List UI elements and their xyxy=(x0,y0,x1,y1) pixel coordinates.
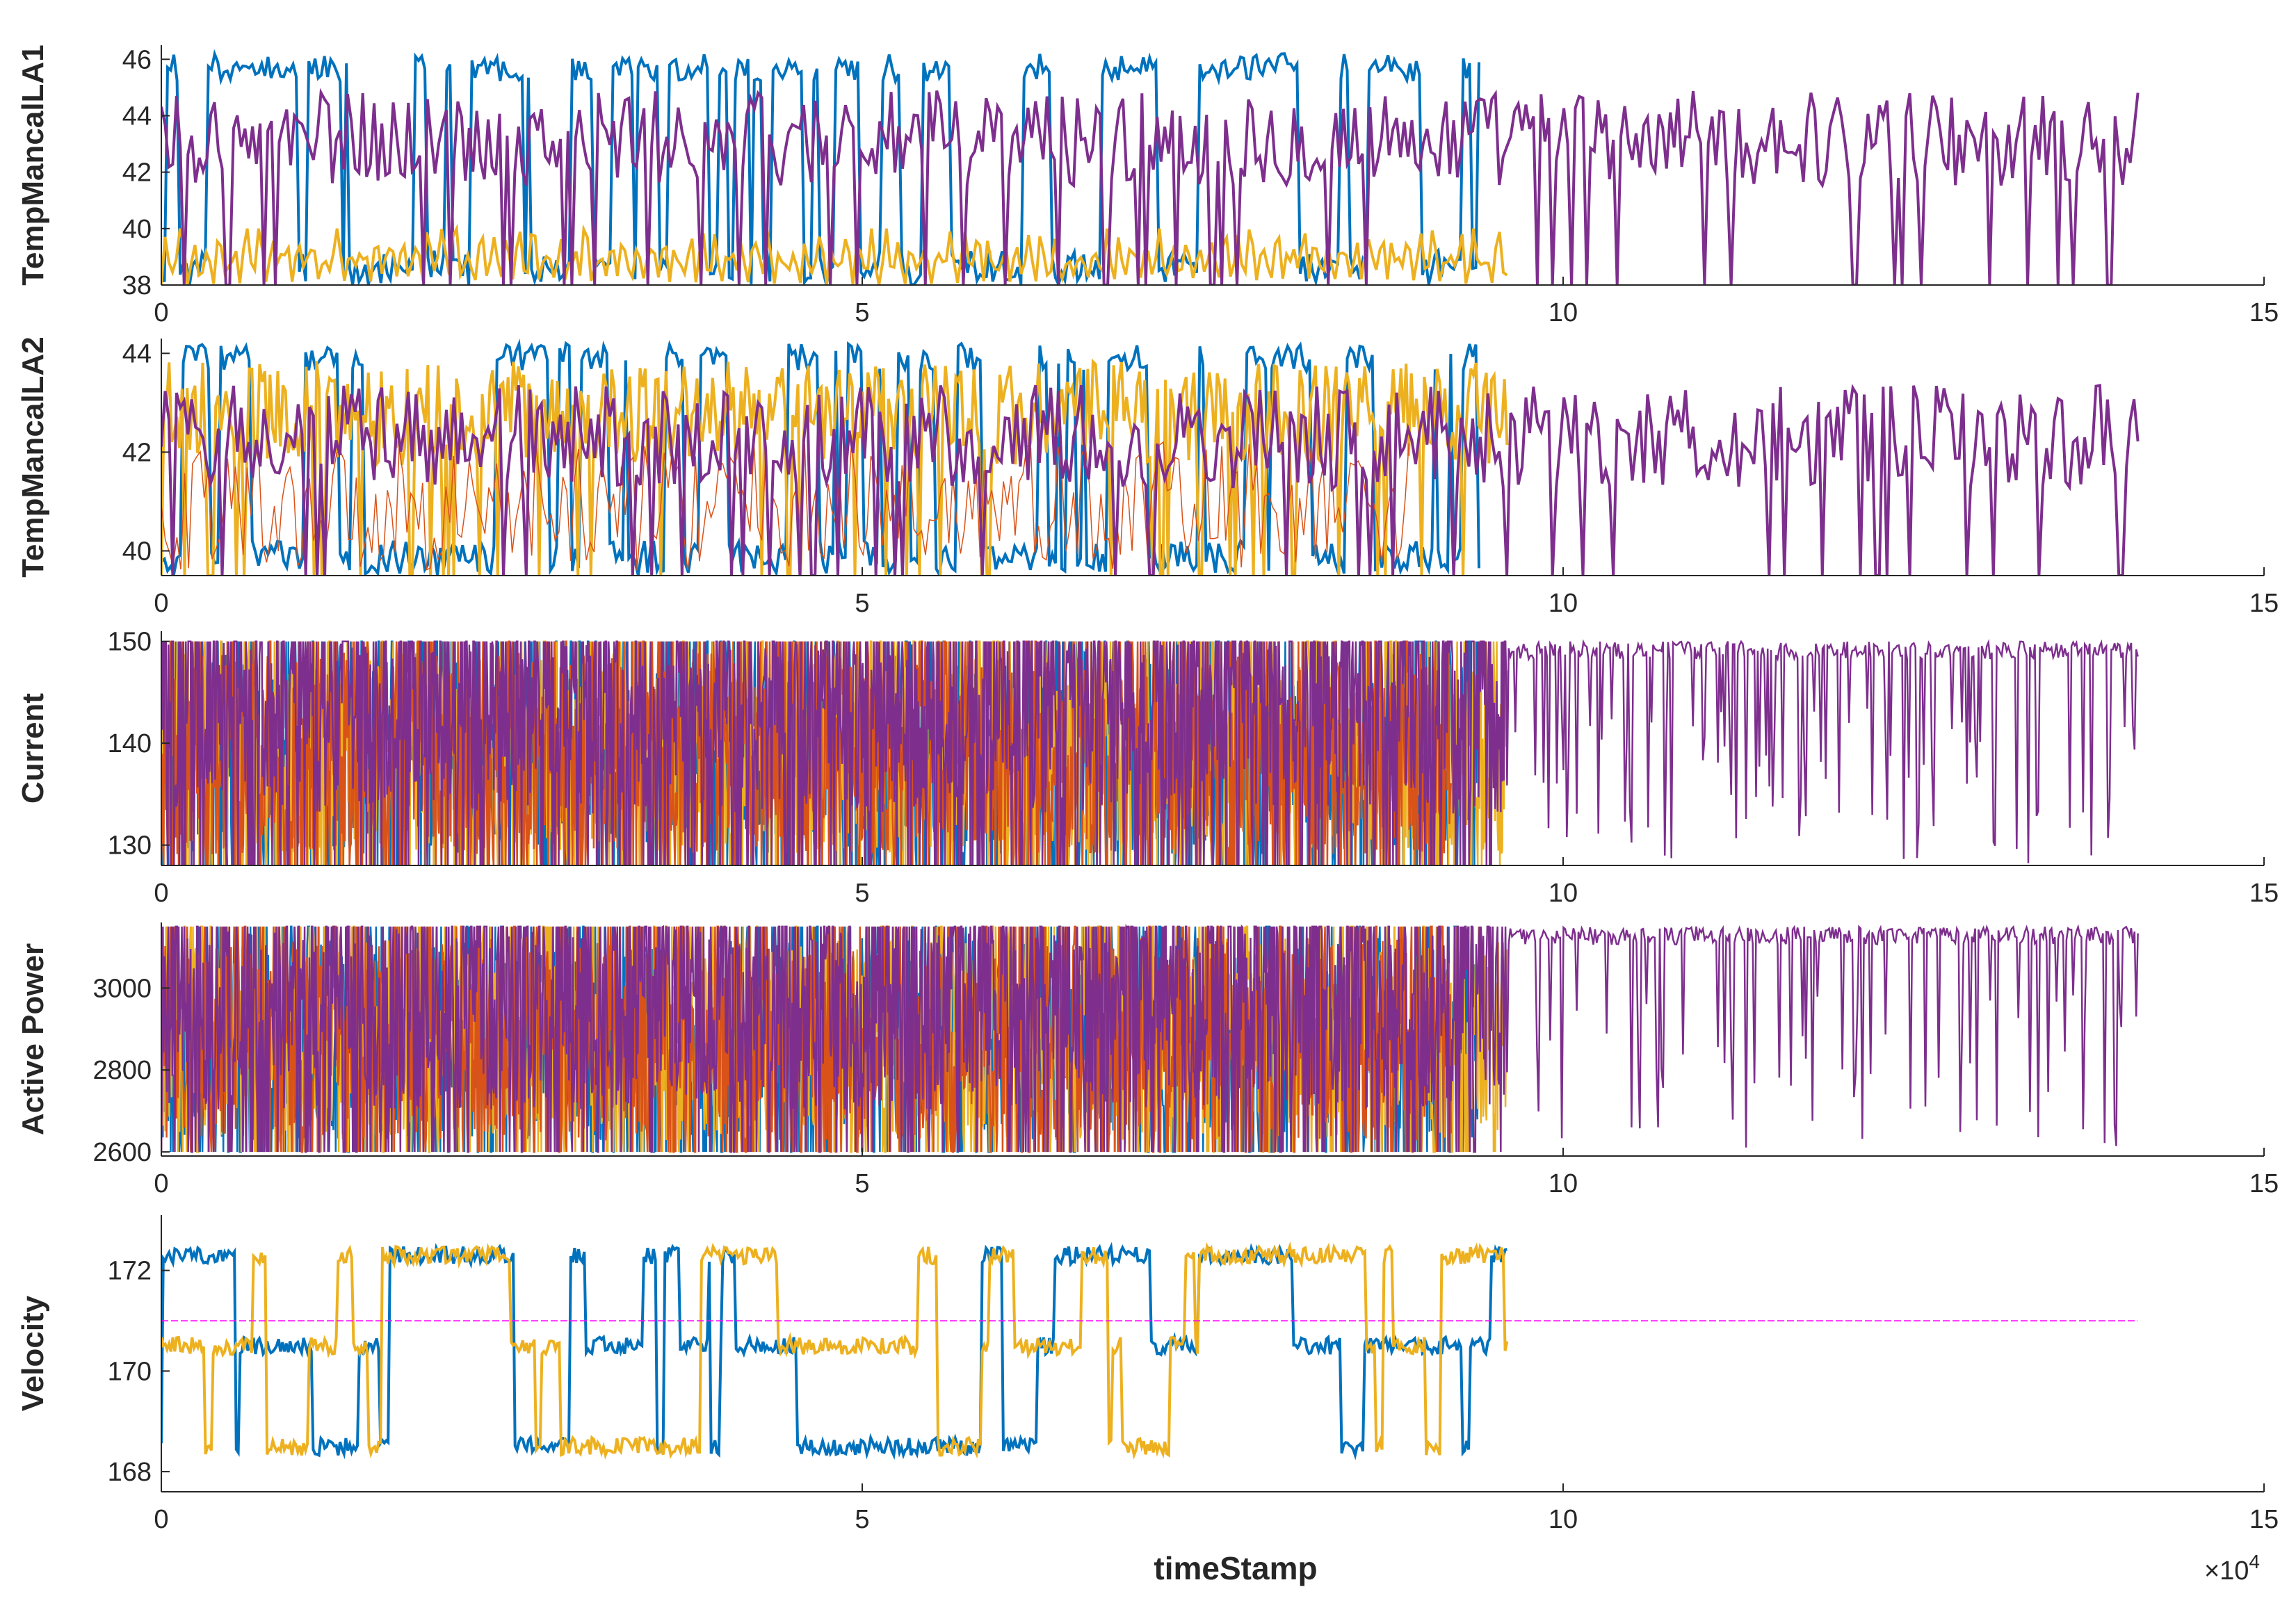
y-tick-label: 42 xyxy=(122,158,152,188)
subplot-5: 0 5 10 15 168 170 172 Velocity xyxy=(16,1215,2279,1534)
series-line-1 xyxy=(161,49,1480,285)
x-tick-label: 0 xyxy=(154,1169,168,1198)
x-tick-label: 10 xyxy=(1549,298,1578,327)
series-line-2 xyxy=(161,223,1508,285)
subplot-3: 0 5 10 15 130 140 150 Current xyxy=(16,628,2279,908)
x-tick-label: 10 xyxy=(1549,589,1578,618)
y-axis-label: Velocity xyxy=(16,1295,50,1411)
y-tick-label: 46 xyxy=(122,45,152,74)
y-tick-label: 38 xyxy=(122,271,152,300)
y-tick-label: 172 xyxy=(108,1257,152,1286)
y-tick-label: 130 xyxy=(108,831,152,861)
x-tick-label: 0 xyxy=(154,589,168,618)
x-tick-label: 5 xyxy=(855,298,869,327)
x-tick-label: 10 xyxy=(1549,879,1578,908)
series-line-4 xyxy=(161,384,2140,576)
y-tick-label: 42 xyxy=(122,438,152,467)
x-axis-multiplier: ×104 xyxy=(2204,1551,2260,1586)
subplot-4: 0 5 10 15 2600 2800 3000 Active Power xyxy=(16,922,2279,1198)
x-tick-label: 0 xyxy=(154,1505,168,1534)
x-tick-label: 15 xyxy=(2249,879,2279,908)
subplot-1: 0 5 10 15 38 40 42 44 46 TempMancalLA1 xyxy=(16,44,2279,327)
x-tick-label: 10 xyxy=(1549,1169,1578,1198)
y-axis-label: Active Power xyxy=(16,943,50,1135)
y-axis-label: TempMancalLA1 xyxy=(16,44,50,285)
series-line-3 xyxy=(161,441,1409,571)
x-axis-label: timeStamp xyxy=(1154,1550,1317,1586)
y-tick-label: 44 xyxy=(122,101,152,131)
x-tick-label: 15 xyxy=(2249,1169,2279,1198)
x-tick-label: 0 xyxy=(154,879,168,908)
series-line-1 xyxy=(161,339,1480,576)
x-tick-label: 0 xyxy=(154,298,168,327)
x-tick-label: 10 xyxy=(1549,1505,1578,1534)
series-line-3 xyxy=(161,88,2140,285)
x-tick-label: 15 xyxy=(2249,298,2279,327)
y-tick-label: 40 xyxy=(122,537,152,566)
y-tick-label: 168 xyxy=(108,1458,152,1487)
subplot-2: 0 5 10 15 40 42 44 TempMancalLA2 xyxy=(16,336,2279,618)
x-tick-label: 5 xyxy=(855,1505,869,1534)
y-tick-label: 2800 xyxy=(92,1056,152,1085)
series-line-2 xyxy=(161,1241,1509,1460)
x-tick-label: 5 xyxy=(855,879,869,908)
y-tick-label: 170 xyxy=(108,1357,152,1386)
y-tick-label: 40 xyxy=(122,215,152,244)
y-axis-label: Current xyxy=(16,693,50,804)
x-tick-label: 5 xyxy=(855,1169,869,1198)
y-tick-label: 3000 xyxy=(92,974,152,1003)
series-line-4 xyxy=(161,924,2139,1153)
y-tick-label: 150 xyxy=(108,628,152,657)
y-tick-label: 44 xyxy=(122,339,152,368)
series-line-4 xyxy=(161,639,2139,865)
x-tick-label: 15 xyxy=(2249,589,2279,618)
y-axis-label: TempMancalLA2 xyxy=(16,336,50,577)
x-tick-label: 15 xyxy=(2249,1505,2279,1534)
x-tick-label: 5 xyxy=(855,589,869,618)
y-tick-label: 140 xyxy=(108,729,152,758)
y-tick-label: 2600 xyxy=(92,1138,152,1167)
